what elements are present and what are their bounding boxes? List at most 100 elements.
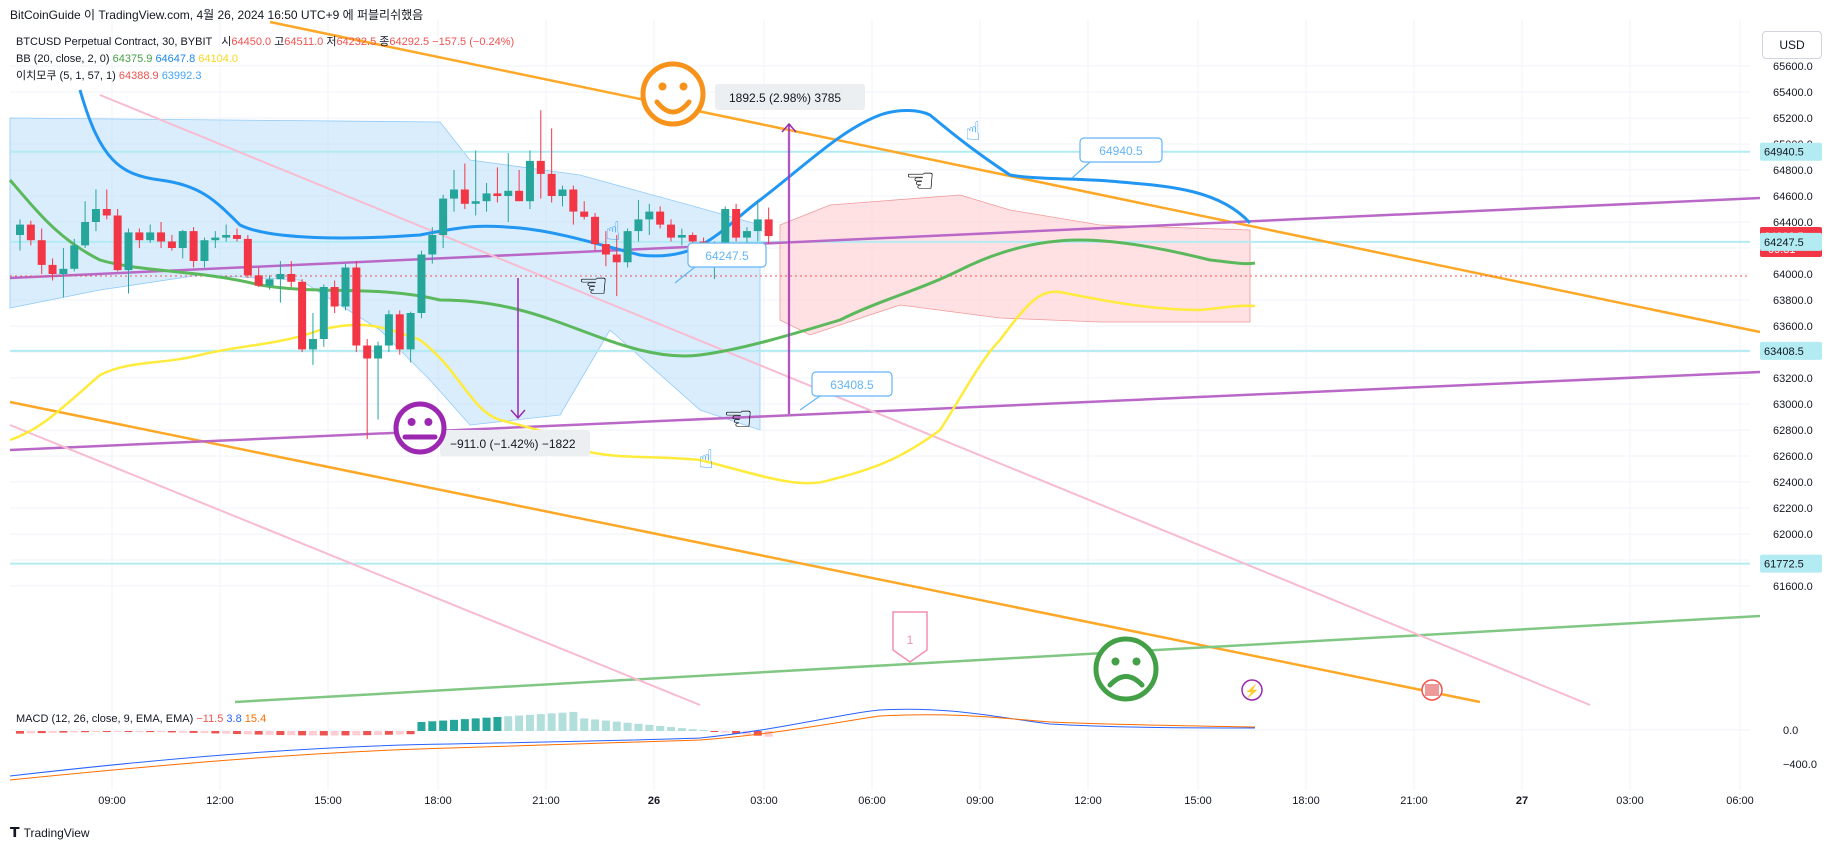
- candle-body: [612, 254, 621, 263]
- callout-64247-text: 64247.5: [705, 249, 749, 263]
- macd-hist-bar: [525, 714, 534, 731]
- neutral-face-icon: [393, 401, 447, 455]
- smile-face-icon-eye: [679, 82, 688, 91]
- macd-hist-bar: [157, 731, 166, 733]
- thumb-icon: ☝: [965, 117, 981, 147]
- candle-body: [222, 235, 231, 238]
- candle-body: [37, 240, 46, 265]
- macd-hist-bar: [48, 731, 57, 733]
- macd-hist-bar: [504, 716, 513, 731]
- price-label-text: 61772.5: [1764, 559, 1804, 571]
- callout-64247-tail: [674, 266, 696, 284]
- macd-hist-bar: [102, 731, 111, 732]
- price-tick: 65400.0: [1773, 87, 1813, 99]
- macd-hist-bar: [81, 731, 90, 733]
- macd-hist-bar: [363, 731, 372, 736]
- price-tick: 64000.0: [1773, 269, 1813, 281]
- legend-symbol[interactable]: BTCUSD Perpetual Contract, 30, BYBIT: [16, 36, 213, 48]
- legend-low: 64232.5: [336, 36, 377, 48]
- macd-hist-bar: [580, 718, 589, 731]
- legend-close: 64292.5: [389, 36, 430, 48]
- legend-open-label: 시: [221, 36, 232, 48]
- time-axis[interactable]: 09:00 12:00 15:00 18:00 21:00 26 03:00 06:00 09:…: [98, 795, 1754, 807]
- pink-line-2: [9, 424, 701, 706]
- candle-body: [363, 345, 372, 359]
- macd-hist-bar: [243, 731, 252, 735]
- macd-hist-bar: [569, 711, 578, 731]
- legend-im-b: 63992.3: [161, 70, 202, 82]
- macd-hist-bar: [471, 718, 480, 731]
- macd-hist-bar: [26, 731, 35, 734]
- candle-body: [374, 345, 383, 359]
- price-tick: 65600.0: [1773, 61, 1813, 73]
- candle-body: [16, 224, 24, 235]
- callout-64940-text: 64940.5: [1099, 144, 1143, 158]
- time-tick: 03:00: [1616, 795, 1644, 807]
- macd-hist-bar: [688, 729, 697, 731]
- candle-body: [558, 189, 567, 196]
- time-tick: 27: [1516, 795, 1528, 807]
- macd-hist-bar: [482, 717, 491, 731]
- price-tick: 61600.0: [1773, 581, 1813, 593]
- price-tick: 62400.0: [1773, 477, 1813, 489]
- candle-body: [677, 235, 686, 238]
- time-tick: 21:00: [1400, 795, 1428, 807]
- price-label-box: [1760, 142, 1822, 161]
- trend-green: [234, 614, 1761, 704]
- legend-high: 64511.0: [284, 36, 324, 48]
- bb-lower: [9, 290, 1256, 485]
- macd-hist-bar: [493, 716, 502, 731]
- macd-hist-bar: [222, 731, 231, 734]
- macd-hist-bar: [612, 721, 621, 731]
- macd-hist-bar: [211, 731, 220, 734]
- macd-pane: MACD (12, 26, close, 9, EMA, EMA) −11.5 …: [9, 708, 1750, 781]
- price-label-box: [1760, 232, 1822, 251]
- price-tick: 62200.0: [1773, 503, 1813, 515]
- price-axis[interactable]: 65600.065400.065200.065000.064800.064600…: [1760, 61, 1822, 771]
- time-tick: 15:00: [1184, 795, 1212, 807]
- candle-body: [732, 209, 741, 238]
- candle-body: [200, 240, 209, 261]
- candle-body: [536, 160, 545, 174]
- macd-hist-bar: [732, 731, 741, 734]
- legend-im-name[interactable]: 이치모쿠 (5, 1, 57, 1): [16, 70, 116, 82]
- pointing-hand-icon: ☜: [578, 266, 608, 306]
- candle-body: [645, 211, 654, 220]
- bb-middle: [8, 179, 1256, 358]
- time-tick: 18:00: [424, 795, 452, 807]
- macd-hist-bar: [189, 731, 198, 733]
- macd-hist-bar: [677, 728, 686, 731]
- macd-hist-bar: [352, 731, 361, 736]
- publish-header: BitCoinGuide 이 TradingView.com, 4월 26, 2…: [10, 8, 424, 22]
- callout-64247-box: [687, 242, 767, 268]
- candle-body: [753, 219, 762, 232]
- price-tick: 63600.0: [1773, 321, 1813, 333]
- candle-body: [243, 238, 252, 276]
- price-tick: 63800.0: [1773, 295, 1813, 307]
- legend-bb-name[interactable]: BB (20, close, 2, 0): [16, 53, 110, 65]
- sad-face-icon-eye: [1132, 657, 1141, 666]
- candle-body: [721, 209, 730, 261]
- sad-face-icon: [1093, 636, 1159, 702]
- time-tick: 12:00: [1074, 795, 1102, 807]
- measure-up-box: [715, 84, 865, 110]
- candle-body: [623, 231, 632, 263]
- neutral-face-icon-eye: [407, 418, 416, 426]
- macd-hist-bar: [254, 731, 263, 735]
- price-tick: 62800.0: [1773, 425, 1813, 437]
- candle-body: [460, 189, 469, 204]
- us-flag-stripes: [1425, 684, 1439, 696]
- drawing-annotations: 1892.5 (2.98%) 3785 −911.0 (−1.42%) −1822…: [393, 61, 1443, 702]
- channel-lower: [9, 400, 1481, 704]
- price-tick: 63000.0: [1773, 399, 1813, 411]
- candle-body: [287, 274, 296, 282]
- candle-body: [319, 287, 328, 339]
- candle-body: [124, 232, 133, 271]
- macd-hist-bar: [124, 731, 133, 732]
- currency-button[interactable]: USD: [1762, 31, 1822, 59]
- candle-body: [26, 224, 35, 241]
- price-tick: 64600.0: [1773, 191, 1813, 203]
- candle-body: [688, 235, 697, 242]
- badge-box: [892, 611, 928, 663]
